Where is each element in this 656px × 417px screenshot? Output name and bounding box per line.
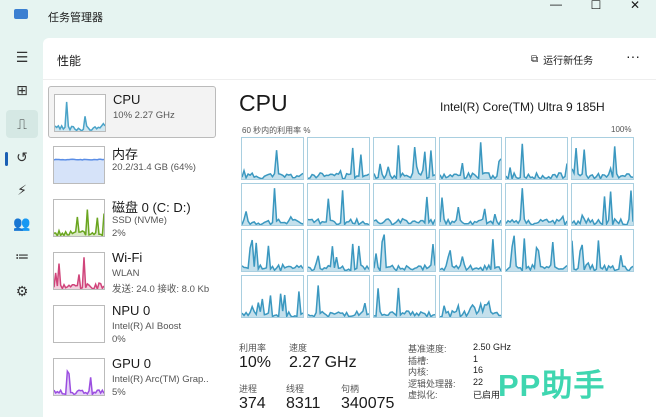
run-task-icon: ⧉ [531, 54, 539, 65]
util-label: 利用率 [239, 343, 267, 353]
close-button[interactable]: ✕ [629, 0, 641, 12]
app-icon [14, 9, 28, 19]
core-graph [307, 137, 370, 180]
processes-label: 进程 [239, 384, 258, 394]
more-options-button[interactable]: ··· [626, 48, 640, 64]
item-detail-2: 5% [112, 387, 126, 398]
item-detail: Intel(R) Arc(TM) Grap.. [112, 374, 209, 385]
sidebar-item-1[interactable]: 内存 20.2/31.4 GB (64%) [48, 139, 216, 191]
run-new-task-label: 运行新任务 [543, 56, 594, 67]
core-graph [241, 229, 304, 272]
selected-indicator [5, 152, 8, 166]
hamburger-menu-icon[interactable]: ☰ [15, 49, 29, 65]
core-graph [439, 229, 502, 272]
spec-label: 虚拟化: [408, 390, 438, 400]
thumbnail-graph [53, 358, 105, 396]
spec-value: 1 [473, 353, 479, 364]
item-detail: 20.2/31.4 GB (64%) [112, 162, 196, 173]
util-value: 10% [239, 354, 272, 371]
item-name: 磁盘 0 (C: D:) [112, 200, 191, 215]
core-graph [241, 137, 304, 180]
core-graph [505, 137, 568, 180]
handles-label: 句柄 [341, 384, 360, 394]
divider [43, 79, 656, 80]
spec-value: 16 [473, 365, 484, 375]
users-icon[interactable]: 👥 [13, 215, 31, 231]
sidebar-item-5[interactable]: GPU 0 Intel(R) Arc(TM) Grap.. 5% [48, 351, 216, 403]
sidebar-item-0[interactable]: CPU 10% 2.27 GHz [48, 86, 216, 138]
core-graph [373, 229, 436, 272]
watermark-logo: PP助手 [498, 368, 606, 403]
maximize-button[interactable]: ☐ [590, 0, 602, 12]
spec-label: 基准速度: [408, 344, 447, 354]
item-detail-2: 发送: 24.0 接收: 8.0 Kb [112, 284, 210, 295]
speed-label: 速度 [289, 343, 308, 353]
core-graph [241, 183, 304, 226]
item-detail-2: 2% [112, 228, 126, 239]
startup-apps-icon[interactable]: ⚡ [17, 182, 27, 198]
core-graph [307, 183, 370, 226]
core-graph [307, 275, 370, 318]
thumbnail-graph [53, 305, 105, 343]
item-name: Wi-Fi [112, 250, 143, 265]
thumbnail-graph [54, 94, 106, 132]
spec-value: 已启用 [473, 390, 501, 400]
core-graph [307, 229, 370, 272]
core-graph [571, 183, 634, 226]
app-history-icon[interactable]: ↺ [16, 149, 28, 165]
spec-value: 2.50 GHz [473, 342, 512, 352]
item-name: CPU [113, 92, 141, 107]
threads-value: 8311 [286, 395, 321, 412]
minimize-button[interactable]: — [550, 0, 562, 11]
core-graph [439, 275, 502, 318]
nav-rail: ☰ ⊞ ⎍ ↺ ⚡ 👥 ≔ ⚙ [0, 34, 43, 417]
core-graph [505, 229, 568, 272]
performance-icon[interactable]: ⎍ [6, 110, 38, 138]
spec-label: 逻辑处理器: [408, 378, 456, 389]
cpu-model: Intel(R) Core(TM) Ultra 9 185H [440, 100, 605, 114]
item-detail: WLAN [112, 268, 140, 279]
title-bar: 任务管理器 — ☐ ✕ [0, 0, 656, 34]
item-name: NPU 0 [112, 303, 151, 318]
details-icon[interactable]: ≔ [15, 248, 29, 264]
main-panel: 性能 ⧉ 运行新任务 ··· CPU 10% 2.27 GHz 内存 20.2/3… [43, 38, 656, 417]
core-graph [439, 137, 502, 180]
graph-caption: 60 秒内的利用率 % [242, 126, 311, 135]
threads-label: 线程 [286, 384, 305, 394]
item-detail-2: 0% [112, 334, 126, 345]
thumbnail-graph [53, 199, 105, 237]
page-title: 性能 [57, 54, 82, 68]
processes-value: 374 [239, 395, 266, 412]
sidebar-item-3[interactable]: Wi-Fi WLAN 发送: 24.0 接收: 8.0 Kb [48, 245, 216, 297]
thumbnail-graph [53, 146, 105, 184]
graph-max: 100% [611, 125, 632, 134]
core-graph [571, 137, 634, 180]
run-new-task-button[interactable]: ⧉ 运行新任务 [531, 52, 593, 67]
item-detail: SSD (NVMe) [112, 215, 167, 226]
app-title: 任务管理器 [48, 12, 103, 24]
core-graph [241, 275, 304, 318]
sidebar-item-4[interactable]: NPU 0 Intel(R) AI Boost 0% [48, 298, 216, 350]
item-name: 内存 [112, 147, 139, 162]
spec-label: 插槽: [408, 355, 429, 366]
core-graph [505, 183, 568, 226]
sidebar-item-2[interactable]: 磁盘 0 (C: D:) SSD (NVMe) 2% [48, 192, 216, 244]
item-name: GPU 0 [112, 356, 152, 371]
speed-value: 2.27 GHz [289, 354, 357, 371]
core-graph [571, 229, 634, 272]
item-detail: Intel(R) AI Boost [112, 321, 182, 332]
cpu-title: CPU [239, 90, 288, 116]
core-graph [373, 183, 436, 226]
spec-label: 内核: [408, 367, 429, 377]
core-graph [373, 137, 436, 180]
core-graph [439, 183, 502, 226]
core-graph [373, 275, 436, 318]
handles-value: 340075 [341, 395, 395, 412]
services-icon[interactable]: ⚙ [15, 283, 29, 299]
thumbnail-graph [53, 252, 105, 290]
item-detail: 10% 2.27 GHz [113, 110, 175, 121]
processes-icon[interactable]: ⊞ [16, 82, 28, 98]
spec-value: 22 [473, 376, 484, 387]
